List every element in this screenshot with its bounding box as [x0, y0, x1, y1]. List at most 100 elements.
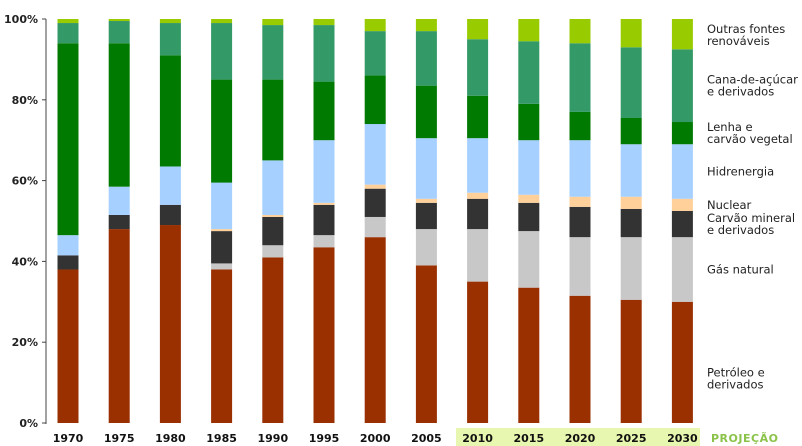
legend-label: carvão vegetal: [707, 132, 793, 146]
bar-segment: [211, 229, 233, 232]
bar-column-2030: [671, 19, 693, 423]
bar-segment: [313, 204, 335, 236]
bar-segment: [415, 265, 437, 423]
bar-segment: [211, 231, 233, 264]
x-tick-label: 1995: [309, 432, 340, 445]
y-axis: 0% 20% 40% 60% 80% 100%: [4, 13, 47, 430]
bar-segment: [620, 237, 642, 300]
bar-segment: [569, 295, 591, 423]
bar-segment: [211, 79, 233, 183]
y-tick-label: 100%: [4, 13, 38, 26]
bar-segment: [467, 19, 489, 40]
bar-segment: [569, 140, 591, 197]
bar-segment: [211, 269, 233, 423]
bar-segment: [262, 160, 284, 215]
bar-column-2015: [518, 19, 540, 423]
bar-segment: [108, 19, 130, 22]
bar-segment: [108, 214, 130, 230]
legend-label: Hidrenergia: [707, 165, 774, 179]
legend-label: Gás natural: [707, 262, 774, 276]
x-tick-label: 1990: [257, 432, 288, 445]
y-tick-label: 40%: [12, 255, 38, 268]
bar-segment: [262, 245, 284, 258]
bar-segment: [620, 47, 642, 118]
legend-label: Cana-de-açúcar: [707, 73, 798, 87]
bar-segment: [108, 186, 130, 215]
bar-segment: [671, 144, 693, 199]
bar-segment: [569, 196, 591, 207]
bar-segment: [57, 269, 79, 423]
legend-item: Nuclear: [707, 198, 752, 212]
projection-band: PROJEÇÃO: [456, 428, 778, 446]
bar-segment: [518, 41, 540, 104]
legend-label: Nuclear: [707, 198, 752, 212]
x-tick-label: 1980: [155, 432, 186, 445]
legend-label: Lenha e: [707, 120, 753, 134]
bar-segment: [364, 75, 386, 125]
bar-segment: [57, 235, 79, 256]
bar-segment: [313, 247, 335, 423]
bar-segment: [518, 19, 540, 42]
legend-item: Gás natural: [707, 262, 774, 276]
bar-segment: [364, 184, 386, 189]
y-tick-label: 0%: [19, 417, 38, 430]
bar-column-1980: [159, 19, 181, 423]
bar-column-1975: [108, 19, 130, 423]
legend-label: Petróleo e: [707, 366, 765, 380]
bar-segment: [467, 138, 489, 193]
bar-segment: [313, 81, 335, 141]
bar-segment: [415, 229, 437, 266]
bar-segment: [57, 43, 79, 236]
legend-label: Carvão mineral: [707, 211, 795, 225]
x-tick-label: 2025: [616, 432, 647, 445]
bar-segment: [671, 237, 693, 302]
bar-segment: [518, 140, 540, 195]
bar-segment: [159, 23, 181, 56]
bar-segment: [159, 55, 181, 167]
bar-column-1970: [57, 19, 79, 423]
stacked-bars: [57, 19, 693, 423]
bar-segment: [313, 140, 335, 203]
bar-segment: [364, 124, 386, 185]
bar-segment: [364, 31, 386, 76]
bar-segment: [467, 192, 489, 199]
bar-column-2000: [364, 19, 386, 423]
legend-item: Hidrenergia: [707, 165, 774, 179]
bar-segment: [671, 210, 693, 238]
x-tick-label: 2030: [667, 432, 698, 445]
projection-band-bg: [456, 428, 700, 446]
y-tick-label: 20%: [12, 336, 38, 349]
bar-segment: [415, 198, 437, 203]
bar-segment: [57, 23, 79, 44]
bar-segment: [415, 85, 437, 139]
x-tick-label: 1970: [53, 432, 84, 445]
bar-column-2005: [415, 19, 437, 423]
bar-segment: [262, 257, 284, 423]
bar-segment: [262, 216, 284, 246]
bar-segment: [313, 19, 335, 26]
bar-segment: [518, 231, 540, 288]
bar-segment: [211, 263, 233, 270]
bar-segment: [518, 103, 540, 141]
bar-segment: [467, 229, 489, 282]
x-tick-label: 2005: [411, 432, 442, 445]
bar-segment: [569, 19, 591, 44]
bar-segment: [313, 202, 335, 205]
bar-segment: [620, 208, 642, 238]
bar-column-2025: [620, 19, 642, 423]
bar-segment: [415, 31, 437, 86]
bar-column-2020: [569, 19, 591, 423]
legend-label: derivados: [707, 378, 763, 392]
bar-segment: [620, 196, 642, 209]
bar-segment: [262, 19, 284, 26]
bar-segment: [467, 39, 489, 96]
bar-column-1990: [262, 19, 284, 423]
bar-segment: [620, 117, 642, 145]
bar-segment: [620, 19, 642, 48]
x-tick-label: 1975: [104, 432, 135, 445]
